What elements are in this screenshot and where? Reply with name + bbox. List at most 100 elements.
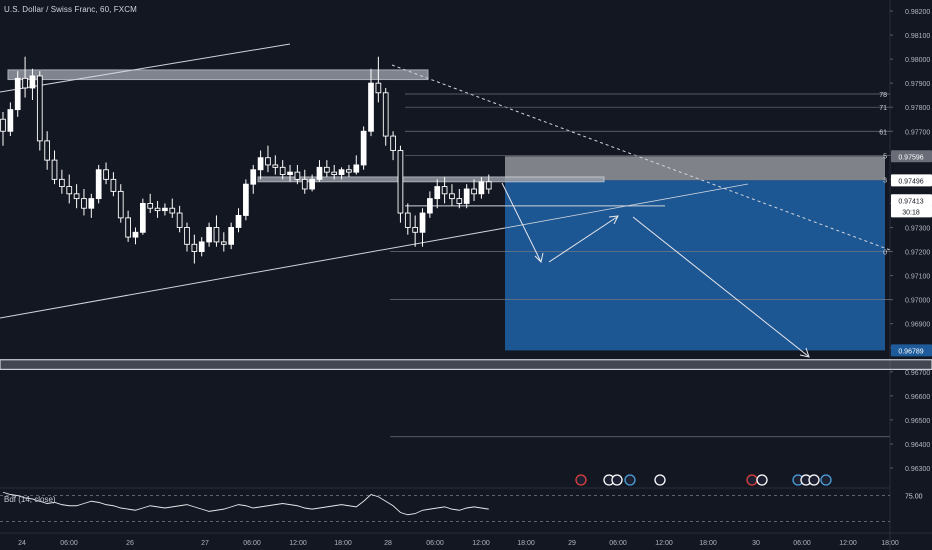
candle-up — [360, 130, 367, 166]
chart-drawings: 78 71 61 5 3 0 — [0, 43, 891, 438]
entry-box — [257, 176, 605, 183]
candle-down — [66, 186, 73, 195]
event-marker-icon — [746, 474, 758, 486]
candle-up — [235, 214, 242, 228]
candle-down — [22, 77, 28, 89]
price-badge — [891, 150, 932, 163]
indicator-title[interactable]: Bdf (14, close) — [4, 495, 56, 504]
candle-down — [125, 217, 131, 238]
event-marker-icon — [654, 474, 666, 486]
price-badge — [891, 194, 932, 207]
time-tick-label: 06:00 — [426, 540, 444, 547]
candle-down — [44, 140, 51, 161]
candle-up — [287, 171, 293, 176]
candle-down — [176, 212, 183, 228]
candle-down — [73, 193, 80, 200]
time-tick-label: 26 — [126, 540, 134, 547]
candle-down — [81, 198, 87, 209]
event-marker-icon — [808, 474, 820, 486]
candle-down — [0, 118, 6, 132]
candle-down — [441, 186, 448, 195]
time-tick-label: 18:00 — [699, 540, 717, 547]
fib-label: 78 — [879, 92, 887, 99]
price-tick-label: 0.98200 — [905, 9, 930, 16]
candle-up — [198, 241, 205, 252]
candle-down — [279, 166, 286, 176]
candle-down — [59, 178, 65, 188]
price-tick-label: 0.98100 — [905, 33, 930, 40]
candle-up — [257, 157, 264, 171]
candle-down — [412, 227, 419, 233]
event-marker-icon — [575, 474, 587, 486]
candle-down — [110, 178, 117, 192]
time-tick-label: 06:00 — [793, 540, 811, 547]
candle-down — [471, 188, 477, 195]
price-tick-label: 0.97900 — [905, 81, 930, 88]
time-tick-label: 30 — [752, 540, 760, 547]
candle-down — [103, 169, 109, 180]
time-tick-label: 06:00 — [609, 540, 627, 547]
event-markers[interactable] — [575, 474, 832, 486]
candle-up — [29, 75, 36, 89]
candle-up — [309, 178, 315, 190]
arrow-head-1 — [534, 252, 544, 263]
event-marker-icon — [820, 474, 832, 486]
price-badge-label: 0.97596 — [898, 154, 923, 161]
candle-down — [184, 227, 190, 245]
dashed-trendline — [391, 64, 891, 251]
arrow-down-2 — [632, 216, 809, 357]
candle-down — [265, 157, 271, 166]
candle-up — [463, 188, 470, 204]
candle-down — [397, 150, 404, 214]
candle-up — [316, 166, 323, 180]
candle-down — [331, 171, 338, 176]
candle-up — [88, 198, 95, 209]
event-marker-icon — [756, 474, 768, 486]
support-band-fill — [0, 360, 932, 369]
candle-down — [36, 75, 43, 142]
event-marker-icon — [611, 474, 623, 486]
candle-down — [375, 82, 382, 94]
price-tick-label: 0.96400 — [905, 442, 930, 449]
arrow-up — [548, 216, 618, 263]
fib-label: 61 — [879, 129, 887, 136]
price-tick-label: 0.97100 — [905, 274, 930, 281]
time-tick-label: 18:00 — [334, 540, 352, 547]
price-tick-label: 0.98000 — [905, 57, 930, 64]
price-axis[interactable]: 0.98200 0.98100 0.98000 0.97900 0.97800 0.977… — [890, 9, 932, 473]
candle-down — [213, 227, 220, 243]
candle-up — [7, 109, 14, 132]
candle-up — [162, 207, 168, 212]
upper-trendline — [0, 43, 291, 93]
candle-down — [382, 92, 389, 137]
candle-up — [368, 82, 374, 132]
candle-down — [169, 207, 176, 214]
time-tick-label: 12:00 — [472, 540, 490, 547]
symbol-title[interactable]: U.S. Dollar / Swiss Franc, 60, FXCM — [4, 5, 137, 14]
time-tick-label: 06:00 — [60, 540, 78, 547]
candle-up — [228, 227, 235, 245]
candle-down — [154, 207, 161, 212]
candle-up — [250, 169, 257, 185]
arrow-head-2 — [608, 215, 619, 225]
candle-down — [301, 178, 308, 190]
price-tick-label: 0.97200 — [905, 250, 930, 257]
candle-up — [353, 164, 360, 173]
time-tick-label: 12:00 — [655, 540, 673, 547]
price-tick-label: 0.96300 — [905, 466, 930, 473]
support-band — [0, 359, 932, 370]
candle-up — [243, 183, 249, 216]
fib-label: 3 — [883, 177, 887, 184]
time-tick-label: 24 — [18, 540, 26, 547]
time-axis[interactable]: 24 06:00 26 27 06:00 12:00 18:00 28 06:00 12:00 18… — [18, 540, 899, 547]
arrow-head-3 — [799, 347, 810, 358]
candle-down — [147, 202, 154, 209]
price-badge — [891, 205, 932, 218]
stop-loss-zone — [505, 156, 885, 181]
candle-down — [220, 241, 227, 245]
price-badge-label: 0.97413 — [898, 198, 923, 205]
fib-label: 71 — [879, 105, 887, 112]
fib-label: 0 — [883, 250, 887, 257]
indicator-pane: 75.00 — [0, 491, 923, 522]
